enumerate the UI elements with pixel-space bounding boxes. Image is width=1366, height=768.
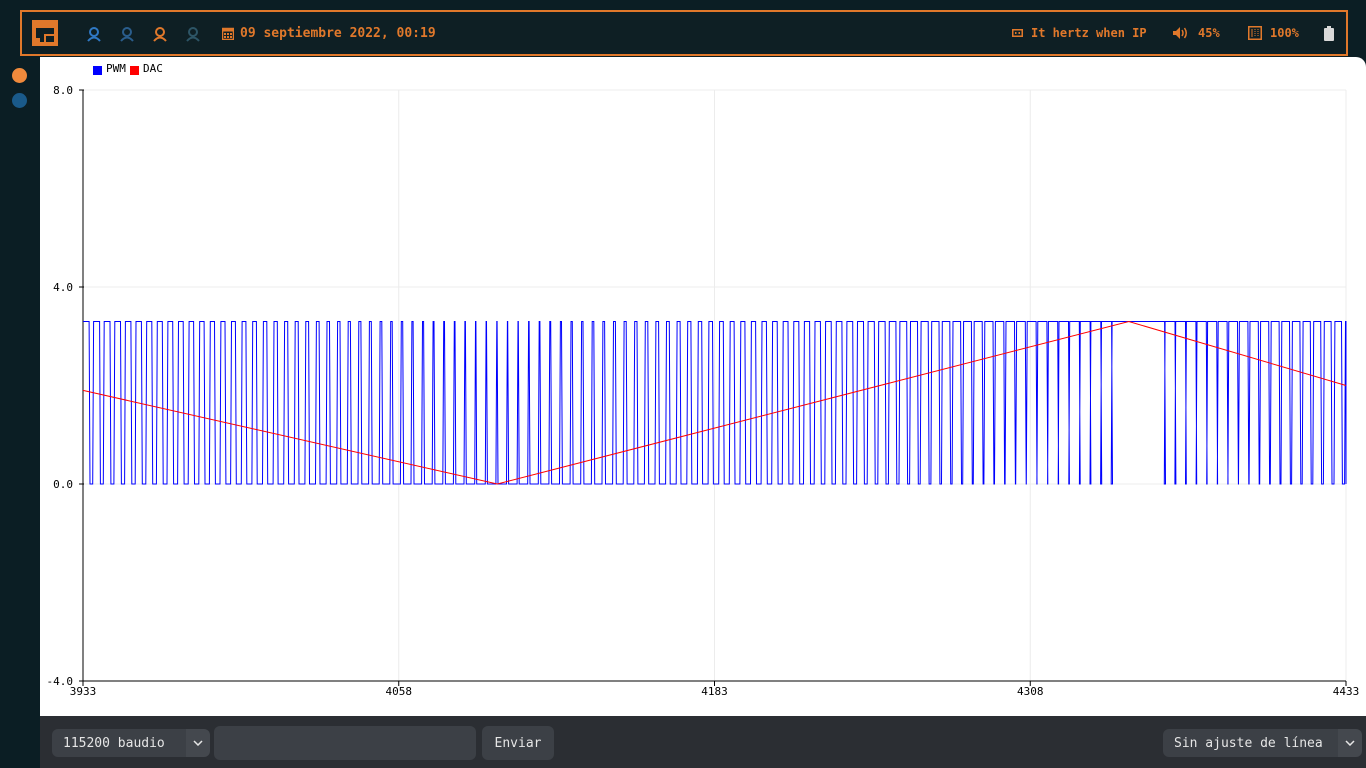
baud-rate-label: 115200 baudio [63, 735, 165, 751]
x-tick-label: 4308 [1017, 685, 1044, 698]
serial-toolbar: 115200 baudio Enviar Sin ajuste de línea [40, 716, 1366, 768]
send-button[interactable]: Enviar [482, 726, 554, 760]
brightness-icon [1248, 26, 1262, 40]
x-tick-label: 3933 [70, 685, 97, 698]
legend-swatch [130, 66, 139, 75]
legend-label: PWM [106, 62, 126, 75]
chevron-down-icon [1345, 740, 1355, 746]
datetime-text: 09 septiembre 2022, 00:19 [240, 25, 436, 41]
dac-series-line [82, 320, 1347, 485]
line-ending-select[interactable]: Sin ajuste de línea [1163, 729, 1338, 757]
serial-plotter-window: 8.0 4.0 0.0 -4.0 3933 4058 4183 4308 4433 PWM DAC … [40, 57, 1366, 768]
y-tick-label: 8.0 [53, 84, 73, 97]
y-tick-label: 0.0 [53, 478, 73, 491]
workspace-2-icon[interactable] [119, 26, 135, 42]
network-status[interactable]: It hertz when IP [1012, 12, 1147, 54]
x-tick-label: 4058 [386, 685, 413, 698]
battery-icon[interactable] [1324, 26, 1334, 41]
line-ending-dropdown[interactable] [1338, 729, 1362, 757]
baud-rate-dropdown[interactable] [186, 729, 210, 757]
brightness-control[interactable]: 100% [1248, 12, 1299, 54]
x-tick-label: 4183 [701, 685, 728, 698]
volume-control[interactable]: 45% [1172, 12, 1220, 54]
network-name: It hertz when IP [1031, 26, 1147, 40]
dock-dot-blue[interactable] [12, 93, 27, 108]
legend-swatch [93, 66, 102, 75]
workspace-1-icon[interactable] [86, 26, 102, 42]
dock-dot-orange[interactable] [12, 68, 27, 83]
calendar-icon [222, 27, 234, 40]
volume-level: 45% [1198, 26, 1220, 40]
workspace-3-icon[interactable] [152, 26, 168, 42]
y-tick-label: -4.0 [47, 675, 74, 688]
clock[interactable]: 09 septiembre 2022, 00:19 [222, 12, 436, 54]
brightness-level: 100% [1270, 26, 1299, 40]
x-tick-label: 4433 [1333, 685, 1360, 698]
ethernet-icon [1012, 29, 1023, 37]
send-button-label: Enviar [494, 735, 542, 751]
legend-label: DAC [143, 62, 163, 75]
line-ending-label: Sin ajuste de línea [1174, 735, 1323, 751]
workspace-4-icon[interactable] [185, 26, 201, 42]
top-bar: 09 septiembre 2022, 00:19 It hertz when … [20, 10, 1348, 56]
baud-rate-select[interactable]: 115200 baudio [52, 729, 186, 757]
pwm-series-line [83, 321, 1347, 485]
chevron-down-icon [193, 740, 203, 746]
y-tick-label: 4.0 [53, 281, 73, 294]
volume-icon [1173, 27, 1187, 39]
app-logo-icon[interactable] [32, 20, 58, 46]
send-message-input[interactable] [214, 726, 476, 760]
